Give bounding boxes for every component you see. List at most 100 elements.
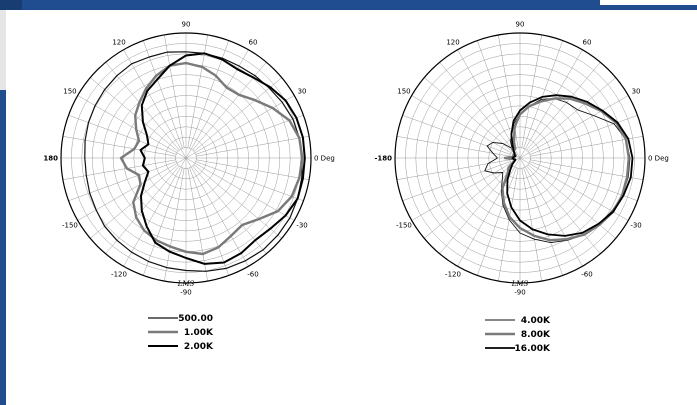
grid-spoke <box>143 167 183 276</box>
grid-spoke <box>526 165 601 254</box>
grid-spoke <box>424 77 513 152</box>
outer-ring <box>60 32 312 284</box>
grid-spoke <box>185 157 249 267</box>
grid-spoke <box>521 34 542 149</box>
legend-label: 16.00K <box>515 344 551 354</box>
grid-spoke <box>193 77 282 152</box>
left-edge-strip <box>0 10 6 405</box>
grid-spoke <box>62 159 177 180</box>
series-curve <box>84 51 303 272</box>
grid-spoke <box>185 49 249 159</box>
legend-label: 8.00K <box>521 330 551 340</box>
grid-spoke <box>185 95 295 159</box>
angle-tick-label: 180 <box>43 155 58 163</box>
angle-tick-label: 150 <box>397 88 410 96</box>
grid-spoke <box>68 115 177 155</box>
legend-label: 1.00K <box>184 328 214 338</box>
grid-spoke <box>195 136 310 157</box>
grid-spoke <box>195 161 304 201</box>
angle-tick-label: 120 <box>446 38 459 46</box>
series-curve <box>484 98 631 244</box>
grid-spoke <box>189 167 229 276</box>
angle-tick-label: 30 <box>632 88 641 96</box>
grid-spoke <box>396 136 511 157</box>
angle-tick-label: -60 <box>247 271 258 279</box>
angle-tick-label: -30 <box>630 222 641 230</box>
polar-chart-2: 0 Deg 30 60 90 120 150 -180 -150 -120 -90 -60 -30 LM… <box>374 21 668 355</box>
grid-spoke <box>411 157 521 221</box>
angle-tick-label: -150 <box>62 222 78 230</box>
legend-label: 500.00 <box>178 314 213 324</box>
grid-spoke <box>527 77 616 152</box>
top-banner-corner <box>0 0 22 10</box>
grid-spoke <box>164 34 185 149</box>
grid-spoke <box>519 157 583 267</box>
grid-spoke <box>519 49 583 159</box>
angle-tick-label: 60 <box>249 38 258 46</box>
legend-label: 2.00K <box>184 342 214 352</box>
angle-tick-label: -120 <box>445 271 461 279</box>
grid-spoke <box>62 136 177 157</box>
grid-spoke <box>164 167 185 282</box>
grid-spoke <box>439 62 514 151</box>
series-curve <box>501 97 630 242</box>
grid-spoke <box>439 165 514 254</box>
grid-spoke <box>402 115 511 155</box>
grid-spoke <box>68 161 177 201</box>
grid-spoke <box>185 157 295 221</box>
angle-tick-label: -180 <box>374 155 392 163</box>
grid-spoke <box>498 167 519 282</box>
logo-mark: LMS <box>177 280 195 288</box>
grid-spoke <box>477 167 517 276</box>
grid-spoke <box>477 40 517 149</box>
angle-tick-label: 120 <box>112 38 125 46</box>
angle-tick-label: -90 <box>180 289 191 297</box>
grid-spoke <box>526 62 601 151</box>
grid-spoke <box>523 40 563 149</box>
grid-spoke <box>529 159 644 180</box>
grid-spoke <box>193 164 282 239</box>
legend-label: 4.00K <box>521 316 551 326</box>
grid-spoke <box>523 167 563 276</box>
grid-spoke <box>187 167 208 282</box>
outer-ring <box>394 32 646 284</box>
angle-tick-label: -150 <box>396 222 412 230</box>
grid-spoke <box>529 136 644 157</box>
grid-spoke <box>411 95 521 159</box>
grid-spoke <box>519 157 629 221</box>
series-curve <box>506 94 634 237</box>
angle-tick-label: 30 <box>298 88 307 96</box>
logo-mark: LMS <box>511 280 529 288</box>
grid-spoke <box>192 165 267 254</box>
grid-spoke <box>123 49 187 159</box>
series-curve <box>139 52 306 265</box>
top-banner-notch <box>600 0 697 5</box>
angle-tick-label: 60 <box>583 38 592 46</box>
grid-spoke <box>396 159 511 180</box>
grid-spoke <box>195 115 304 155</box>
grid-spoke <box>529 115 638 155</box>
angle-tick-label: 0 Deg <box>648 155 669 163</box>
grid-spoke <box>529 161 638 201</box>
grid-spoke <box>521 167 542 282</box>
grid-spoke <box>402 161 511 201</box>
polar-chart-1: 0 Deg 30 60 90 120 150 180 -150 -120 -90 -60 -30 LMS… <box>43 21 334 353</box>
angle-tick-label: 90 <box>182 21 191 29</box>
grid-spoke <box>519 95 629 159</box>
grid-spoke <box>424 164 513 239</box>
angle-tick-label: -120 <box>111 271 127 279</box>
grid-spoke <box>77 95 187 159</box>
angle-tick-label: 150 <box>63 88 76 96</box>
angle-tick-label: 0 Deg <box>314 155 335 163</box>
angle-tick-label: -90 <box>514 289 525 297</box>
grid-spoke <box>457 157 521 267</box>
grid-spoke <box>123 157 187 267</box>
series-curve <box>119 61 304 256</box>
left-edge-strip-upper <box>0 10 6 90</box>
angle-tick-label: -30 <box>296 222 307 230</box>
top-banner <box>0 0 697 10</box>
angle-tick-label: 90 <box>516 21 525 29</box>
angle-tick-label: -60 <box>581 271 592 279</box>
grid-spoke <box>457 49 521 159</box>
